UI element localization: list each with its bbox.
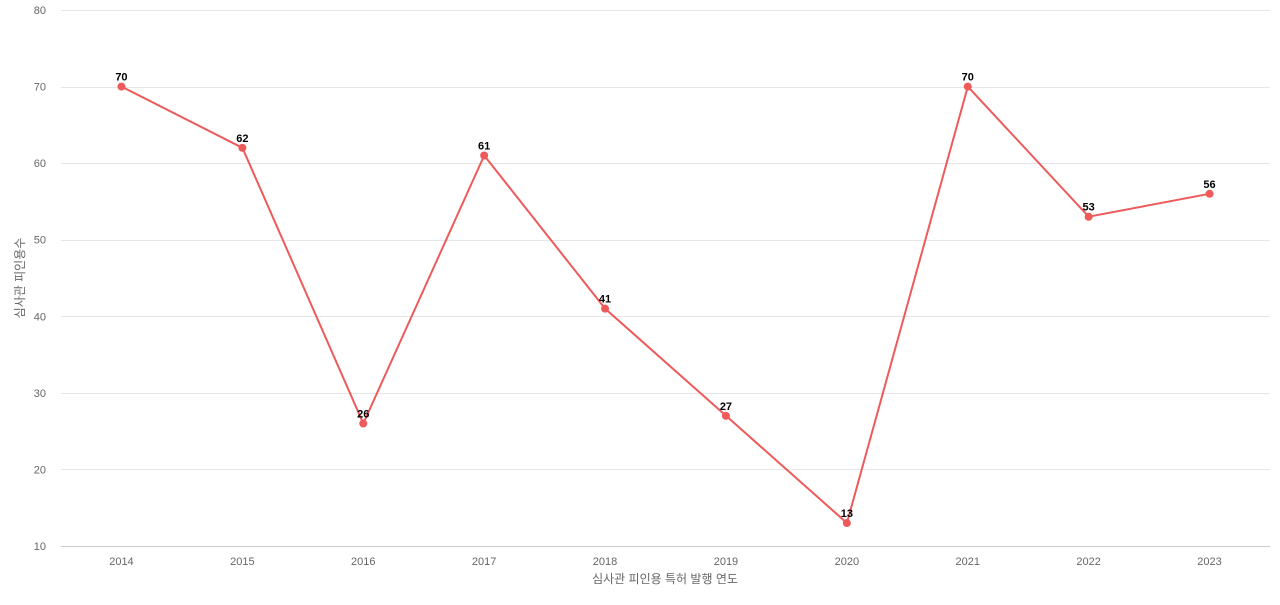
x-tick-label: 2022 bbox=[1076, 556, 1100, 568]
x-tick-label: 2019 bbox=[714, 556, 738, 568]
data-point[interactable] bbox=[963, 82, 972, 91]
data-label: 13 bbox=[841, 508, 853, 520]
y-axis-title: 심사관 피인용수 bbox=[13, 238, 27, 319]
x-axis-title: 심사관 피인용 특허 발행 연도 bbox=[592, 571, 738, 586]
data-label-layer: 70 62 26 61 41 27 13 70 53 56 bbox=[115, 72, 1215, 520]
series-line bbox=[121, 85, 1210, 524]
data-point[interactable] bbox=[1084, 212, 1093, 221]
data-point[interactable] bbox=[721, 411, 730, 420]
x-axis-ticks: 2014 2015 2016 2017 2018 2019 2020 2021 2022 2023 bbox=[109, 556, 1222, 568]
data-label: 27 bbox=[720, 401, 732, 413]
data-label: 41 bbox=[599, 294, 611, 306]
y-tick-label: 80 bbox=[34, 5, 46, 17]
data-point[interactable] bbox=[117, 82, 126, 91]
y-tick-label: 40 bbox=[34, 311, 46, 323]
data-label: 53 bbox=[1083, 202, 1095, 214]
y-tick-label: 60 bbox=[34, 158, 46, 170]
series-layer bbox=[117, 82, 1214, 528]
data-point[interactable] bbox=[480, 151, 489, 160]
y-tick-label: 30 bbox=[34, 388, 46, 400]
x-tick-label: 2015 bbox=[230, 556, 254, 568]
x-tick-label: 2023 bbox=[1197, 556, 1221, 568]
y-tick-label: 20 bbox=[34, 464, 46, 476]
data-label: 61 bbox=[478, 140, 490, 152]
data-label: 70 bbox=[115, 72, 127, 84]
data-label: 62 bbox=[236, 133, 248, 145]
x-tick-label: 2017 bbox=[472, 556, 496, 568]
data-label: 56 bbox=[1203, 179, 1215, 191]
y-tick-label: 70 bbox=[34, 82, 46, 94]
x-tick-label: 2021 bbox=[956, 556, 980, 568]
grid-layer bbox=[61, 10, 1270, 547]
x-tick-label: 2014 bbox=[109, 556, 133, 568]
data-label: 70 bbox=[962, 72, 974, 84]
x-tick-label: 2018 bbox=[593, 556, 617, 568]
x-tick-label: 2016 bbox=[351, 556, 375, 568]
x-tick-label: 2020 bbox=[835, 556, 859, 568]
data-point[interactable] bbox=[238, 143, 247, 152]
y-tick-label: 10 bbox=[34, 541, 46, 553]
y-tick-label: 50 bbox=[34, 235, 46, 247]
data-point[interactable] bbox=[359, 419, 368, 428]
data-point[interactable] bbox=[842, 519, 851, 528]
data-label: 26 bbox=[357, 408, 369, 420]
data-point[interactable] bbox=[601, 304, 610, 313]
data-point[interactable] bbox=[1205, 189, 1214, 198]
y-axis-ticks: 10 20 30 40 50 60 70 80 bbox=[34, 5, 46, 553]
